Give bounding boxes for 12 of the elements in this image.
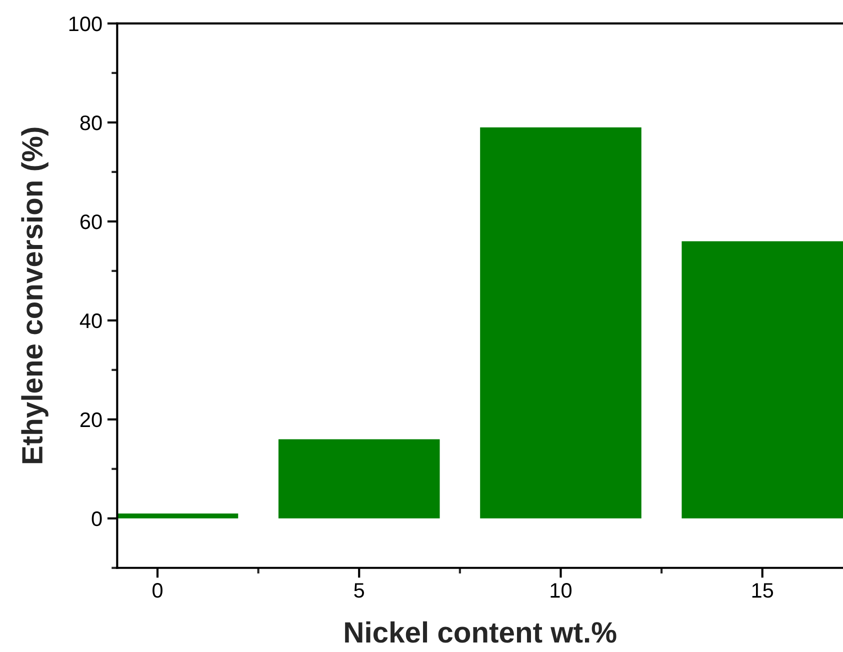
y-tick-label: 20 (80, 412, 102, 428)
y-tick-label: 100 (69, 16, 102, 32)
y-axis-title: Ethylene conversion (%) (21, 128, 48, 464)
x-tick-label: 10 (550, 583, 572, 598)
y-tick-label: 80 (80, 115, 102, 130)
x-tick-label: 15 (752, 583, 774, 598)
x-tick-label: 5 (354, 583, 364, 598)
y-tick-label: 60 (80, 214, 102, 230)
y-tick-label: 40 (80, 313, 102, 328)
y-tick-label: 0 (92, 511, 102, 526)
x-axis-title: Nickel content wt.% (345, 621, 616, 643)
x-tick-label: 0 (152, 583, 162, 598)
